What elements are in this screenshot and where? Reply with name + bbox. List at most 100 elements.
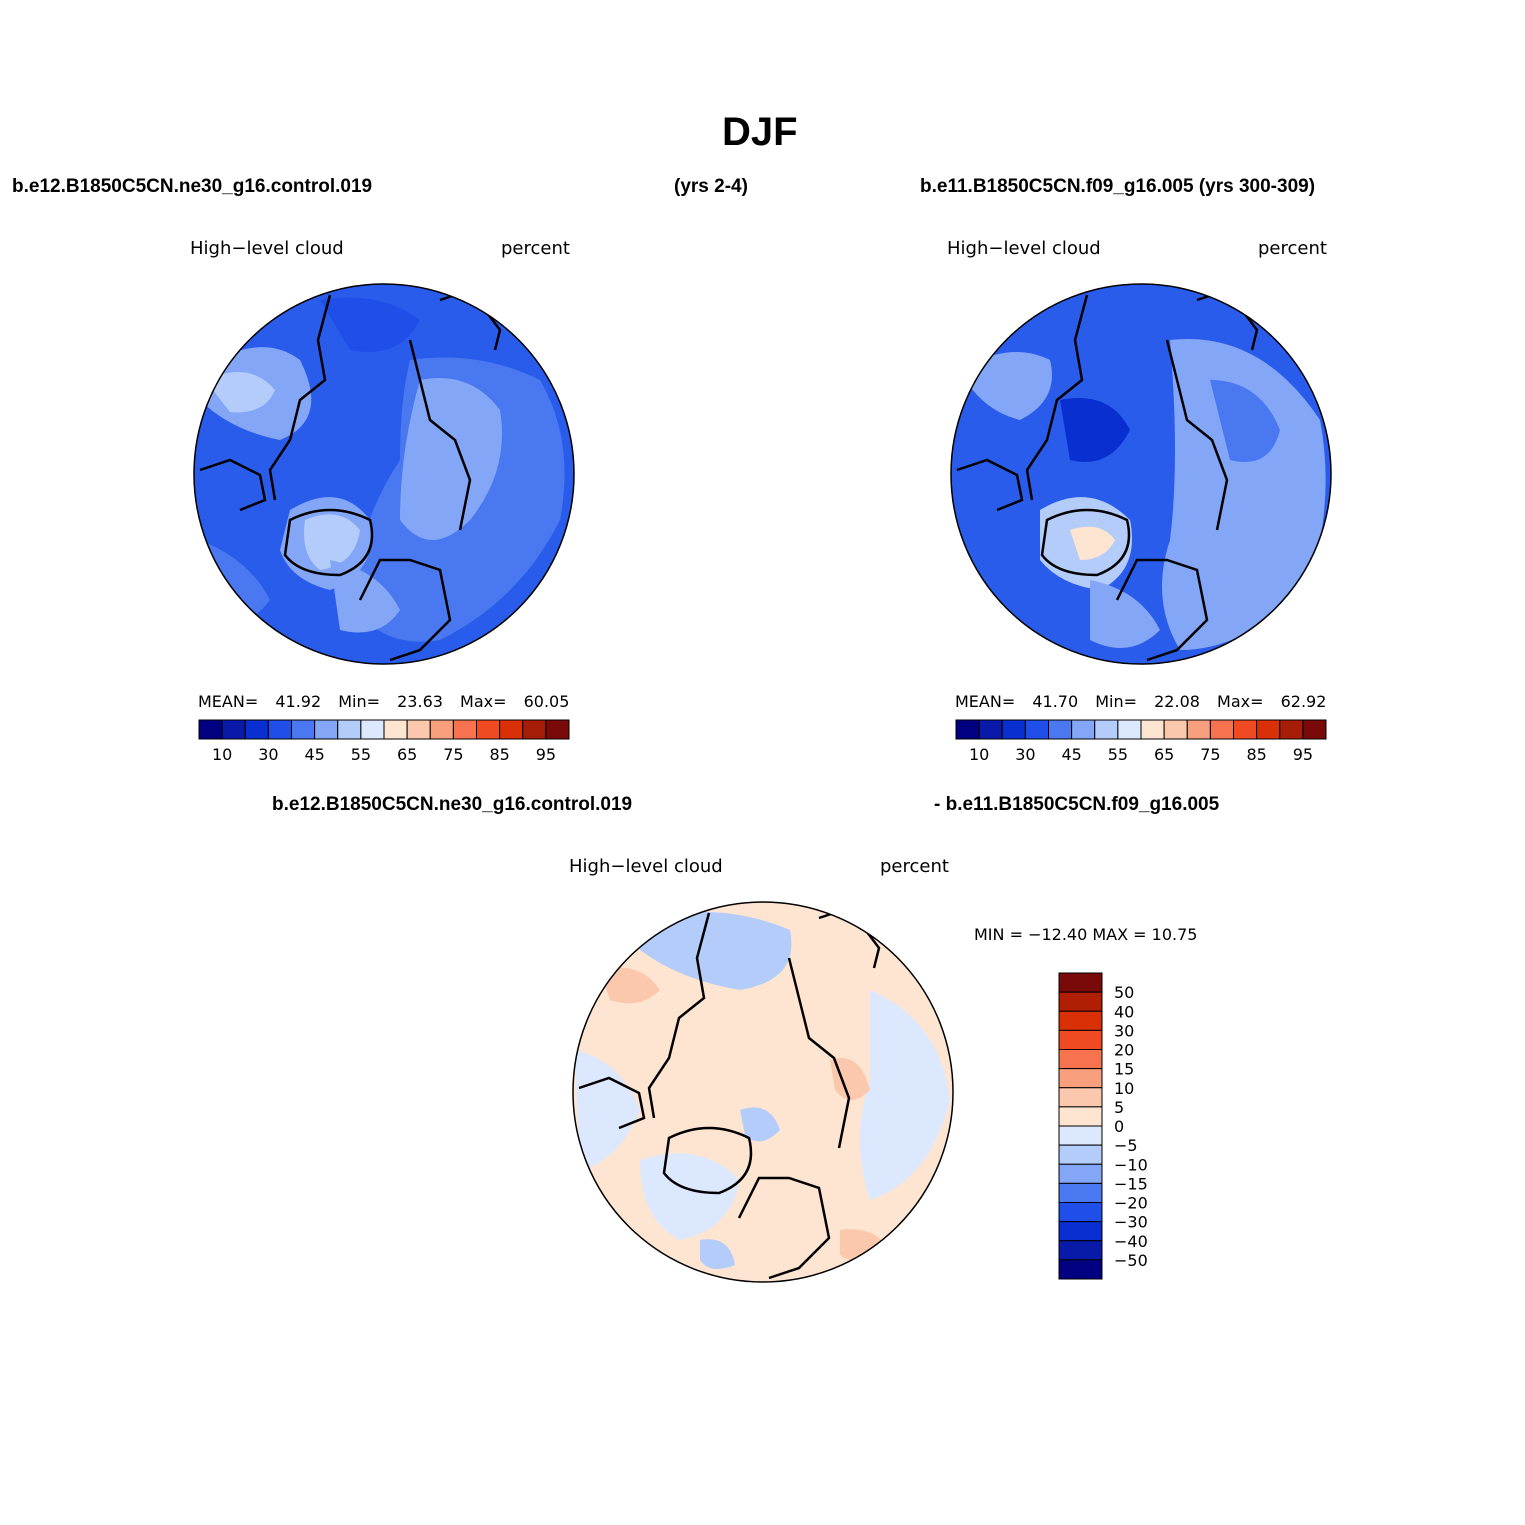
diff-colorbar-label: −50 (1114, 1251, 1148, 1270)
diff-minmax-text: MIN = −12.40 MAX = 10.75 (974, 925, 1198, 944)
diff-map (572, 901, 954, 1283)
panel1-mean-label: MEAN= (198, 692, 259, 711)
diff-case-right: - b.e11.B1850C5CN.f09_g16.005 (934, 794, 1220, 815)
panel2-mean-value: 41.70 (1032, 692, 1079, 711)
diff-colorbar-swatch (1058, 1163, 1103, 1184)
diff-colorbar-swatch (1058, 1182, 1103, 1203)
panel2-colorbar-swatch (1140, 719, 1165, 740)
panel1-colorbar: 10 30 45 55 65 75 85 95 (198, 719, 570, 764)
panel2-colorbar-swatch (1233, 719, 1258, 740)
panel1-min-value: 23.63 (397, 692, 443, 711)
panel1-max-label: Max= (460, 692, 507, 711)
panel1-colorbar-label: 45 (304, 745, 324, 764)
panel1-colorbar-label: 75 (443, 745, 463, 764)
panel1-colorbar-label: 85 (489, 745, 509, 764)
panel1-colorbar-label: 65 (397, 745, 417, 764)
diff-colorbar-label: −40 (1114, 1232, 1148, 1251)
panel2-colorbar-swatch (955, 719, 980, 740)
panel1-colorbar-label: 10 (212, 745, 232, 764)
diff-colorbar-label: −15 (1114, 1174, 1148, 1193)
diff-colorbar-label: 40 (1114, 1002, 1134, 1021)
diff-case-left: b.e12.B1850C5CN.ne30_g16.control.019 (272, 794, 633, 815)
diff-colorbar-label: 50 (1114, 983, 1134, 1002)
panel1-colorbar-swatch (452, 719, 477, 740)
diff-colorbar-label: 10 (1114, 1079, 1134, 1098)
panel1-stats: MEAN= 41.92 Min= 23.63 Max= 60.05 (198, 692, 569, 711)
panel1-colorbar-swatch (476, 719, 501, 740)
panel1-colorbar-swatch (383, 719, 408, 740)
panel2-colorbar-label: 65 (1154, 745, 1174, 764)
case-name-right: b.e11.B1850C5CN.f09_g16.005 (yrs 300-309… (920, 176, 1316, 197)
diff-variable-label: High−level cloud (569, 856, 723, 877)
diff-colorbar-swatch (1058, 1106, 1103, 1127)
panel1-variable-label: High−level cloud (190, 238, 344, 259)
panel1-colorbar-swatch (198, 719, 223, 740)
panel1-colorbar-swatch (267, 719, 292, 740)
diff-colorbar-swatch (1058, 1049, 1103, 1070)
panel2-colorbar-label: 75 (1200, 745, 1220, 764)
panel2-units-label: percent (1258, 238, 1327, 259)
panel1-max-value: 60.05 (523, 692, 570, 711)
diff-units-label: percent (880, 856, 949, 877)
diff-colorbar-swatch (1058, 1144, 1103, 1165)
panel1-colorbar-swatch (429, 719, 454, 740)
diff-colorbar-swatch (1058, 1087, 1103, 1108)
panel2-max-label: Max= (1217, 692, 1264, 711)
panel1-map (193, 283, 575, 665)
panel2-colorbar-label: 30 (1015, 745, 1035, 764)
panel1-colorbar-swatch (337, 719, 362, 740)
panel2-colorbar-swatch (1071, 719, 1096, 740)
panel2-colorbar-swatch (1279, 719, 1304, 740)
panel2-colorbar-swatch (1048, 719, 1073, 740)
panel1-colorbar-swatch (499, 719, 524, 740)
panel1-colorbar-swatch (244, 719, 269, 740)
diff-colorbar-swatch (1058, 1221, 1103, 1242)
diff-colorbar-swatch (1058, 1240, 1103, 1261)
panel2-min-label: Min= (1095, 692, 1138, 711)
diff-colorbar-label: −30 (1114, 1213, 1148, 1232)
panel1-colorbar-swatch (360, 719, 385, 740)
panel2-colorbar-swatch (1209, 719, 1234, 740)
diff-colorbar-swatch (1058, 1068, 1103, 1089)
diff-colorbar-swatch (1058, 1202, 1103, 1223)
panel2-colorbar-swatch (1256, 719, 1281, 740)
panel2-colorbar-swatch (1001, 719, 1026, 740)
diff-colorbar-label: 30 (1114, 1021, 1134, 1040)
panel2-colorbar-label: 95 (1293, 745, 1313, 764)
panel1-colorbar-label: 30 (258, 745, 278, 764)
panel1-colorbar-label: 95 (536, 745, 556, 764)
panel2-variable-label: High−level cloud (947, 238, 1101, 259)
panel2-colorbar-swatch (1163, 719, 1188, 740)
diff-colorbar-label: −20 (1114, 1194, 1148, 1213)
panel2-colorbar-swatch (1094, 719, 1119, 740)
panel2-colorbar-swatch (1186, 719, 1211, 740)
panel2-colorbar-swatch (1024, 719, 1049, 740)
panel2-max-value: 62.92 (1280, 692, 1327, 711)
panel1-units-label: percent (501, 238, 570, 259)
diff-colorbar-swatch (1058, 972, 1103, 993)
diff-colorbar-swatch (1058, 1125, 1103, 1146)
panel2-colorbar-swatch (978, 719, 1003, 740)
panel2-mean-label: MEAN= (955, 692, 1016, 711)
page-title: DJF (722, 110, 798, 154)
years-left: (yrs 2-4) (674, 176, 748, 197)
panel1-colorbar-swatch (406, 719, 431, 740)
panel2-colorbar-swatch (1302, 719, 1327, 740)
panel2-colorbar-label: 85 (1246, 745, 1266, 764)
diff-colorbar-swatch (1058, 991, 1103, 1012)
panel2-colorbar-label: 55 (1108, 745, 1128, 764)
panel2-colorbar-swatch (1117, 719, 1142, 740)
panel1-colorbar-swatch (522, 719, 547, 740)
panel1-colorbar-swatch (545, 719, 570, 740)
panel1-min-label: Min= (338, 692, 381, 711)
diff-colorbar-label: −5 (1114, 1136, 1138, 1155)
panel1-colorbar-label: 55 (351, 745, 371, 764)
diff-colorbar-label: 5 (1114, 1098, 1124, 1117)
diff-colorbar-label: −10 (1114, 1155, 1148, 1174)
panel2-stats: MEAN= 41.70 Min= 22.08 Max= 62.92 (955, 692, 1326, 711)
diff-colorbar-label: 0 (1114, 1117, 1124, 1136)
panel1-colorbar-swatch (291, 719, 316, 740)
case-name-left: b.e12.B1850C5CN.ne30_g16.control.019 (12, 176, 373, 197)
